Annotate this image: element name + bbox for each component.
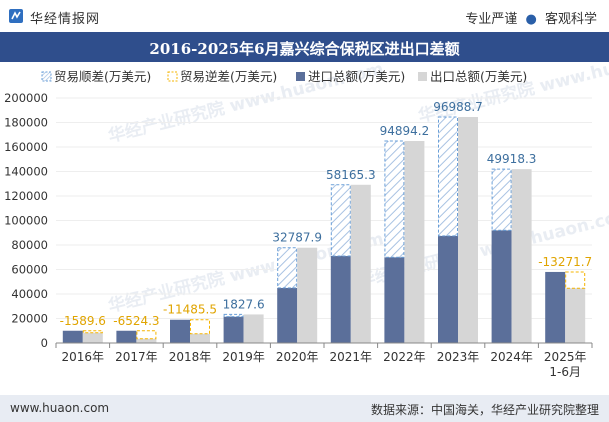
y-tick-label: 100000: [4, 214, 48, 228]
export-bar: [170, 319, 190, 343]
balance-label: 49918.3: [487, 152, 537, 166]
y-tick-label: 0: [41, 336, 48, 350]
surplus-marker: [223, 313, 244, 318]
import-bar: [136, 338, 157, 343]
footer-website: www.huaon.com: [10, 401, 110, 415]
y-tick-label: 160000: [4, 140, 48, 154]
export-bar: [116, 330, 137, 343]
tagline-right: 客观科学: [544, 12, 597, 27]
y-tick-label: 140000: [4, 165, 48, 179]
x-tick-label: 2016年: [62, 350, 105, 364]
huajing-logo-icon: [9, 9, 23, 23]
balance-label: 58165.3: [326, 168, 376, 182]
import-bar: [243, 314, 264, 343]
legend-label: 进口总额(万美元): [308, 69, 405, 84]
legend-swatch: [167, 71, 178, 82]
chart: 华经产业研究院 www.huaon.com 华经产业研究院 www.huaon.c…: [4, 62, 609, 379]
y-tick-label: 180000: [4, 116, 48, 130]
brand-name: 华经情报网: [30, 12, 101, 27]
x-tick-label: 2017年: [115, 350, 158, 364]
surplus-marker: [491, 168, 512, 231]
x-tick-label: 2022年: [383, 350, 426, 364]
legend-swatch: [418, 72, 427, 81]
balance-label: 32787.9: [272, 231, 322, 245]
import-bar: [190, 333, 210, 343]
y-tick-label: 40000: [11, 287, 48, 301]
x-tick-label: 2025年: [544, 350, 587, 364]
export-bar: [545, 271, 566, 343]
x-tick-label: 2019年: [222, 350, 265, 364]
legend-label: 贸易逆差(万美元): [180, 69, 277, 84]
balance-label: -13271.7: [538, 255, 592, 269]
import-bar: [404, 141, 425, 343]
surplus-marker: [330, 184, 351, 257]
title-bar: 2016-2025年6月嘉兴综合保税区进出口差额: [0, 32, 609, 62]
import-bar: [511, 169, 532, 343]
footer: www.huaon.com 数据来源：中国海关，华经产业研究院整理: [0, 395, 609, 422]
surplus-marker: [384, 140, 405, 258]
x-tick-label: 2024年: [490, 350, 533, 364]
export-bar: [384, 257, 405, 343]
x-tick-label: 2018年: [169, 350, 212, 364]
tagline-left: 专业严谨: [465, 12, 518, 27]
tagline: 专业严谨 ● 客观科学: [465, 8, 597, 27]
import-bar: [297, 247, 318, 343]
surplus-marker: [277, 247, 298, 289]
chart-title: 2016-2025年6月嘉兴综合保税区进出口差额: [149, 40, 460, 58]
export-bar: [491, 230, 512, 343]
y-tick-label: 20000: [11, 312, 48, 326]
export-bar: [62, 330, 83, 343]
balance-label: -1589.6: [60, 314, 106, 328]
footer-source: 数据来源：中国海关，华经产业研究院整理: [370, 403, 599, 417]
y-tick-label: 80000: [11, 238, 48, 252]
deficit-marker: [82, 330, 103, 334]
balance-label: 94894.2: [380, 124, 430, 138]
legend-label: 贸易顺差(万美元): [54, 69, 151, 84]
deficit-marker: [136, 330, 157, 340]
deficit-marker: [190, 319, 210, 335]
export-bar: [223, 316, 244, 343]
x-tick-label: 1-6月: [549, 365, 581, 379]
import-bar: [82, 332, 103, 343]
import-bar: [350, 184, 371, 343]
y-tick-label: 120000: [4, 189, 48, 203]
legend-label: 出口总额(万美元): [430, 69, 527, 84]
legend-swatch: [296, 72, 305, 81]
balance-label: 1827.6: [223, 297, 265, 311]
balance-label: -6524.3: [113, 314, 159, 328]
x-tick-label: 2020年: [276, 350, 319, 364]
balance-label: -11485.5: [163, 303, 217, 317]
import-bar: [565, 288, 586, 343]
y-tick-label: 200000: [4, 91, 48, 105]
legend-swatch: [41, 71, 52, 82]
export-bar: [330, 256, 351, 343]
import-bar: [458, 117, 478, 343]
y-tick-label: 60000: [11, 263, 48, 277]
export-bar: [438, 235, 458, 343]
export-bar: [277, 287, 298, 343]
deficit-marker: [565, 271, 586, 289]
top-bar: 华经情报网 专业严谨 ● 客观科学: [0, 0, 609, 32]
balance-label: 96988.7: [433, 100, 483, 114]
surplus-marker: [438, 116, 458, 237]
tagline-dot-icon: ●: [525, 12, 537, 27]
x-tick-label: 2023年: [437, 350, 480, 364]
x-tick-label: 2021年: [330, 350, 373, 364]
